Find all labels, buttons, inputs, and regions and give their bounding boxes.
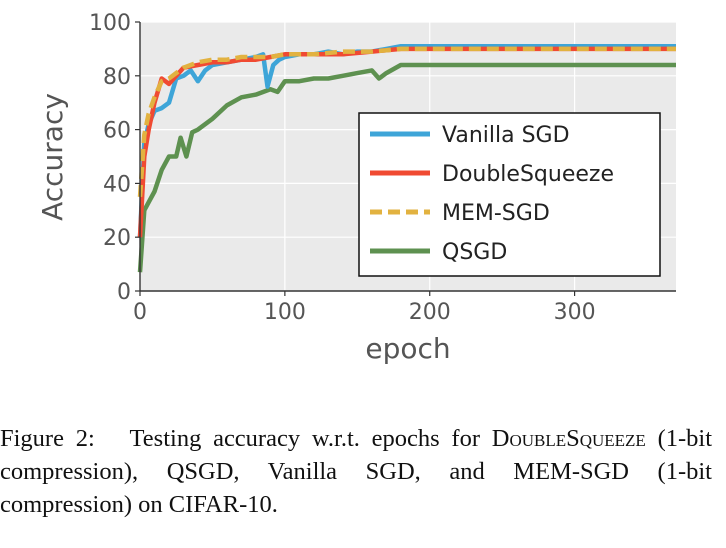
x-tick-label: 100 bbox=[264, 300, 306, 325]
y-tick-label: 20 bbox=[103, 226, 131, 251]
series-lines bbox=[137, 43, 676, 273]
y-tick-label: 80 bbox=[103, 65, 131, 90]
tick-labels: 0 20 40 60 80 100 0 100 200 300 bbox=[89, 11, 596, 325]
figure-caption: Figure 2: Testing accuracy w.r.t. epochs… bbox=[0, 422, 712, 521]
y-tick-label: 100 bbox=[89, 11, 131, 36]
x-tick-label: 200 bbox=[409, 300, 451, 325]
legend-label: DoubleSqueeze bbox=[442, 162, 614, 187]
x-axis-label: epoch bbox=[365, 332, 450, 365]
y-tick-label: 0 bbox=[117, 280, 131, 305]
legend-items: Vanilla SGD DoubleSqueeze MEM-SGD QSGD bbox=[370, 123, 614, 265]
x-tick-label: 300 bbox=[554, 300, 596, 325]
axes bbox=[135, 21, 676, 296]
x-tick-label: 0 bbox=[133, 300, 147, 325]
y-axis-label: Accuracy bbox=[36, 93, 69, 221]
caption-text-2: (1-bit compression), QSGD, Vanilla SGD, … bbox=[0, 425, 712, 518]
legend-label: Vanilla SGD bbox=[442, 123, 570, 148]
legend-label: MEM-SGD bbox=[442, 201, 550, 226]
series-line-mem-sgd bbox=[137, 46, 676, 198]
series-line-qsgd bbox=[137, 62, 676, 273]
y-tick-label: 60 bbox=[103, 119, 131, 144]
legend-label: QSGD bbox=[442, 240, 507, 265]
caption-text-1: Testing accuracy w.r.t. epochs for bbox=[129, 425, 492, 452]
caption-label: Figure 2: bbox=[0, 425, 95, 452]
caption-method-doublesqueeze: DoubleSqueeze bbox=[491, 425, 646, 452]
accuracy-chart: 0 20 40 60 80 100 0 100 200 300 epoch Accuracy Va… bbox=[36, 11, 676, 365]
y-tick-label: 40 bbox=[103, 172, 131, 197]
legend: Vanilla SGD DoubleSqueeze MEM-SGD QSGD bbox=[358, 112, 661, 277]
